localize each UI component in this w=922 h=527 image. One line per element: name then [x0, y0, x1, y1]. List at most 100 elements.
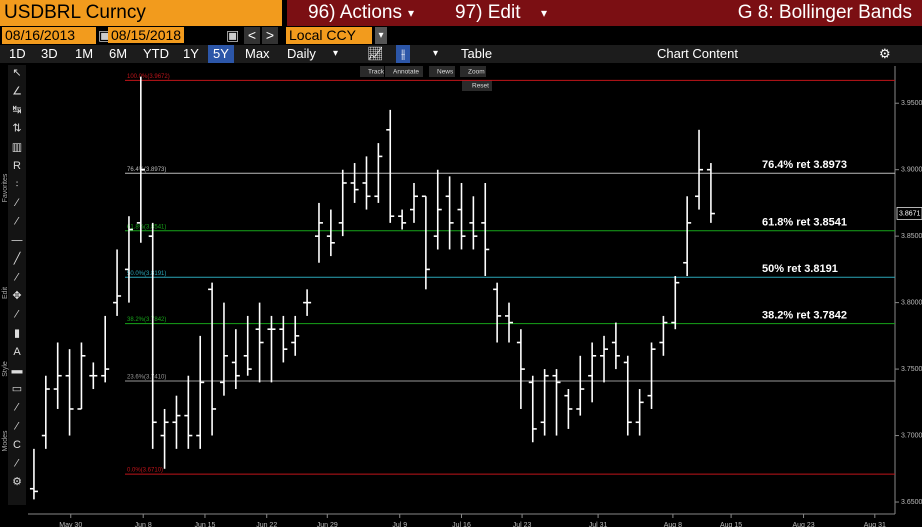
tool-icon: ⁄: [13, 402, 20, 414]
function-title: G 8: Bollinger Bands: [737, 2, 912, 23]
tool-button-label: Annotate: [393, 69, 419, 76]
last-price-label: 3.8671: [899, 210, 921, 217]
retracement-tag: 0.0%(3.6710): [127, 468, 163, 474]
dropdown-arrow[interactable]: ▾: [375, 27, 387, 44]
tool-icon: ↖: [12, 67, 21, 79]
period-bar: 1D 3D 1M 6M YTD 1Y 5Y Max Daily ▾ 📈︎ ⫲ ▾ Table Chart C…: [0, 45, 922, 63]
tool-button-label: Track: [368, 69, 385, 76]
tool-icon: ⁄: [13, 197, 20, 209]
currency-field[interactable]: Local CCY: [286, 27, 372, 44]
x-tick-label: Jul 31: [589, 522, 608, 527]
tool-icon: R: [13, 160, 21, 172]
x-tick-label: Aug 31: [864, 522, 886, 527]
period-button[interactable]: 1Y: [183, 46, 199, 61]
tool-icon: ⇅: [12, 123, 21, 135]
function-bar: [287, 0, 922, 26]
reset-button[interactable]: [462, 80, 492, 91]
tool-icon: A: [13, 346, 21, 358]
x-tick-label: Aug 15: [720, 522, 742, 527]
side-label: Modes: [2, 430, 9, 452]
side-label: Style: [2, 361, 9, 377]
prev-button[interactable]: <: [244, 27, 260, 44]
x-tick-label: Jun 29: [317, 522, 338, 527]
last-price-tag: [896, 207, 922, 220]
security-field[interactable]: USDBRL Curncy: [0, 0, 282, 26]
x-tick-label: Jul 9: [392, 522, 407, 527]
tool-icon: ▬: [12, 365, 23, 377]
x-tick-label: Aug 8: [664, 522, 682, 527]
chart-content-button[interactable]: Chart Content: [657, 46, 738, 61]
x-tick-label: Jun 22: [256, 522, 277, 527]
start-date[interactable]: 08/16/2013: [2, 27, 96, 44]
tool-icon: ꞉: [15, 179, 18, 191]
dropdown-arrow[interactable]: ▾: [408, 6, 415, 20]
tool-icon: ⁄: [13, 420, 20, 432]
tool-button[interactable]: [429, 66, 455, 77]
retracement-tag: 38.2%(3.7842): [127, 317, 166, 323]
y-tick-label: 3.8500: [901, 233, 922, 240]
retracement-tag: 76.4%(3.8973): [127, 167, 166, 173]
line-icon[interactable]: 📈︎: [367, 46, 384, 61]
bar-type-button[interactable]: ⫲: [396, 45, 411, 63]
y-tick-label: 3.9000: [901, 167, 922, 174]
y-tick-label: 3.8000: [901, 299, 922, 306]
dropdown-arrow[interactable]: ▾: [541, 6, 548, 20]
tool-icon: ▭: [12, 383, 22, 395]
x-tick-label: Aug 23: [792, 522, 814, 527]
frequency-menu[interactable]: Daily: [287, 46, 316, 61]
period-button[interactable]: 3D: [41, 46, 58, 61]
tool-icon: ▥: [12, 141, 22, 153]
x-tick-label: Jul 23: [513, 522, 532, 527]
settings-icon[interactable]: ⚙: [879, 46, 891, 61]
tool-icon: C: [13, 439, 21, 451]
y-tick-label: 3.7000: [901, 432, 922, 439]
end-date[interactable]: 08/15/2018: [108, 27, 185, 43]
next-button[interactable]: >: [262, 27, 278, 44]
dropdown-arrow[interactable]: ▾: [333, 48, 339, 59]
tool-icon: ▮: [14, 327, 20, 339]
tool-icon: ⚙: [12, 476, 22, 488]
tool-icon: —: [12, 234, 23, 246]
period-button[interactable]: 5Y: [208, 45, 234, 63]
x-tick-label: Jun 15: [194, 522, 215, 527]
tool-button-label: Zoom: [468, 69, 485, 76]
tool-icon: ⁄: [13, 458, 20, 470]
edit-menu[interactable]: 97) Edit: [455, 2, 521, 23]
tool-icon: ↹: [12, 104, 21, 116]
table-button[interactable]: Table: [461, 46, 493, 61]
calendar-icon[interactable]: ▣: [98, 27, 112, 43]
tool-icon: ∠: [12, 86, 22, 98]
tool-icon: ⁄: [13, 272, 20, 284]
period-button[interactable]: 1M: [75, 46, 94, 61]
tool-button[interactable]: [385, 66, 423, 77]
period-button[interactable]: Max: [245, 46, 270, 61]
tool-icon: ⁄: [13, 309, 20, 321]
period-button[interactable]: 1D: [9, 46, 26, 61]
tool-icon: ╱: [13, 251, 22, 265]
chart: ↖ ∠ ↹ ⇅ ▥ R ꞉ ⁄ ⁄ — ╱ ⁄ ✥ ⁄ ▮ A ▬ ▭ ⁄ ⁄ C ⁄ ⚙ Favorites Edit Styl…: [2, 65, 922, 527]
retracement-tag: 100.0%(3.9672): [127, 74, 170, 80]
retracement-label: 76.4% ret 3.8973: [762, 159, 847, 171]
period-button[interactable]: 6M: [109, 46, 128, 61]
actions-menu[interactable]: 96) Actions: [308, 2, 402, 23]
period-button[interactable]: YTD: [143, 46, 169, 61]
tool-strip: [8, 65, 26, 505]
x-tick-label: Jul 16: [452, 522, 471, 527]
x-tick-label: May 30: [59, 522, 82, 527]
tool-button[interactable]: [460, 66, 486, 77]
calendar-icon[interactable]: ▣: [226, 27, 240, 43]
y-tick-label: 3.7500: [901, 366, 922, 373]
tool-icon: ✥: [12, 290, 21, 302]
tool-button[interactable]: [360, 66, 384, 77]
retracement-label: 61.8% ret 3.8541: [762, 217, 847, 229]
retracement-tag: 61.8%(3.8541): [127, 224, 166, 230]
reset-label: Reset: [472, 83, 489, 90]
end-date-wrap: 08/15/2018: [108, 27, 220, 44]
retracement-label: 50% ret 3.8191: [762, 263, 838, 275]
dropdown-arrow[interactable]: ▾: [433, 48, 439, 59]
tool-button-label: News: [437, 69, 454, 76]
y-tick-label: 3.9500: [901, 100, 922, 107]
x-tick-label: Jun 8: [135, 522, 152, 527]
retracement-tag: 23.6%(3.7410): [127, 375, 166, 381]
